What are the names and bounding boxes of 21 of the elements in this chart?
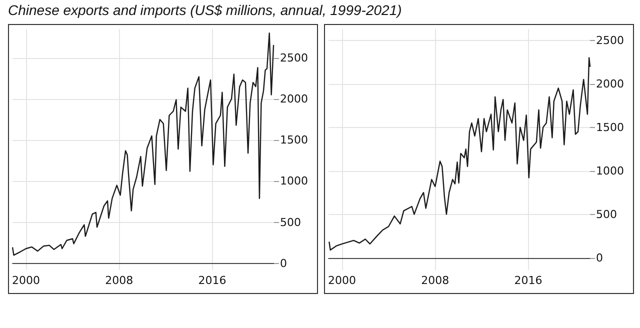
x-tick-label: 2008 xyxy=(421,274,450,287)
y-tick-label: 500 xyxy=(596,208,617,221)
y-tick-label: 500 xyxy=(280,216,301,229)
y-tick-label: 2000 xyxy=(596,77,624,90)
y-tick-label: 2000 xyxy=(280,92,308,106)
line-series xyxy=(12,32,274,256)
y-tick-label: 2500 xyxy=(596,34,624,47)
y-tick-label: 0 xyxy=(596,251,603,264)
x-tick-label: 2016 xyxy=(514,274,542,287)
x-tick-label: 2000 xyxy=(12,274,40,287)
chart-title: Chinese exports and imports (US$ millions, annual, 1999-2021) xyxy=(8,2,402,18)
y-tick-label: 1000 xyxy=(596,164,624,178)
x-tick-label: 2016 xyxy=(198,274,226,287)
y-tick-label: 0 xyxy=(280,256,287,270)
x-tick-label: 2008 xyxy=(105,274,134,287)
y-tick-label: 1500 xyxy=(280,134,308,147)
y-tick-label: 1500 xyxy=(596,120,624,134)
y-tick-label: 1000 xyxy=(280,174,308,188)
y-tick-label: 2500 xyxy=(280,51,308,64)
line-series xyxy=(328,57,591,251)
x-tick-label: 2000 xyxy=(328,274,356,287)
